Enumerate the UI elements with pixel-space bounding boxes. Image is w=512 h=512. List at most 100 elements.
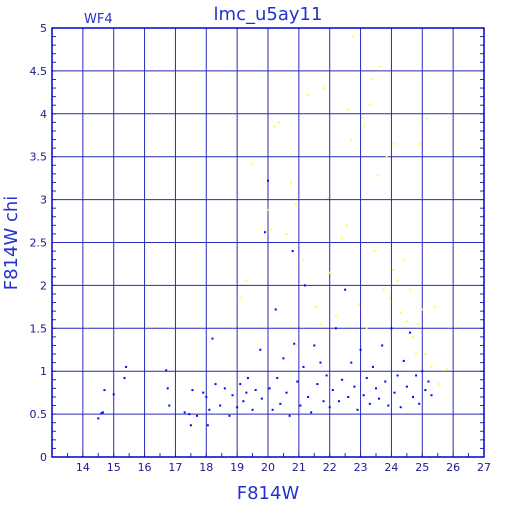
- blue-data-point: [341, 378, 344, 381]
- blue-data-point: [219, 404, 222, 407]
- yellow-data-point: [385, 155, 388, 158]
- blue-data-point: [399, 406, 402, 409]
- yellow-data-point: [361, 117, 364, 120]
- yellow-data-point: [376, 174, 379, 177]
- blue-data-point: [405, 385, 408, 388]
- yellow-data-point: [418, 142, 421, 145]
- blue-data-point: [408, 331, 411, 334]
- blue-data-point: [415, 374, 418, 377]
- blue-data-point: [378, 397, 381, 400]
- blue-data-point: [285, 391, 288, 394]
- yellow-data-point: [294, 202, 297, 205]
- blue-data-point: [384, 380, 387, 383]
- blue-data-point: [242, 400, 245, 403]
- blue-data-point: [427, 380, 430, 383]
- blue-data-point: [412, 395, 415, 398]
- blue-data-point: [196, 414, 199, 417]
- blue-data-point: [371, 365, 374, 368]
- blue-data-point: [100, 412, 103, 415]
- blue-data-point: [123, 377, 126, 380]
- yellow-data-point: [368, 104, 371, 107]
- yellow-data-point: [290, 181, 293, 184]
- blue-data-point: [259, 348, 262, 351]
- blue-data-point: [183, 411, 186, 414]
- blue-data-point: [245, 391, 248, 394]
- blue-data-point: [362, 394, 365, 397]
- x-tick-label: 24: [384, 461, 398, 474]
- blue-data-point: [331, 389, 334, 392]
- blue-data-point: [168, 404, 171, 407]
- x-tick-label: 23: [354, 461, 368, 474]
- y-axis-label: F814W chi: [1, 196, 22, 291]
- blue-data-point: [337, 400, 340, 403]
- blue-data-point: [307, 395, 310, 398]
- yellow-data-point: [445, 368, 448, 371]
- yellow-data-point: [433, 305, 436, 308]
- blue-data-point: [191, 389, 194, 392]
- blue-data-point: [375, 387, 377, 390]
- blue-data-point: [223, 387, 226, 390]
- x-tick-label: 18: [199, 461, 213, 474]
- yellow-data-point: [425, 117, 428, 120]
- blue-data-point: [279, 402, 282, 405]
- x-tick-label: 25: [415, 461, 429, 474]
- blue-data-point: [344, 288, 347, 291]
- blue-data-point: [260, 397, 263, 400]
- yellow-data-point: [399, 311, 402, 314]
- yellow-data-point: [251, 162, 254, 165]
- blue-data-point: [165, 369, 168, 372]
- yellow-data-point: [239, 297, 242, 300]
- yellow-data-point: [370, 78, 373, 81]
- yellow-data-point: [421, 308, 424, 311]
- x-tick-label: 16: [138, 461, 152, 474]
- blue-data-point: [296, 380, 299, 383]
- blue-data-point: [239, 383, 242, 386]
- yellow-data-point: [373, 250, 376, 253]
- yellow-data-point: [438, 383, 441, 386]
- blue-data-point: [299, 404, 302, 407]
- x-tick-label: 21: [292, 461, 306, 474]
- blue-data-point: [206, 424, 209, 427]
- yellow-data-point: [379, 65, 382, 68]
- blue-data-point: [319, 361, 322, 364]
- blue-data-point: [381, 344, 384, 347]
- blue-data-point: [418, 402, 421, 405]
- blue-data-point: [365, 377, 368, 380]
- blue-data-point: [356, 408, 359, 411]
- plot-frame: [51, 27, 485, 458]
- y-tick-label: 2: [40, 279, 47, 292]
- blue-data-point: [313, 344, 316, 347]
- y-tick-label: 0.5: [30, 408, 48, 421]
- yellow-data-point: [416, 323, 419, 326]
- blue-data-point: [304, 284, 307, 287]
- yellow-data-point: [334, 314, 337, 317]
- yellow-data-point: [362, 125, 365, 128]
- yellow-data-point: [245, 280, 248, 283]
- yellow-data-point: [328, 271, 331, 274]
- y-tick-label: 5: [40, 22, 47, 35]
- yellow-data-point: [351, 35, 354, 38]
- blue-data-point: [205, 395, 208, 398]
- blue-data-point: [202, 391, 205, 394]
- x-tick-label: 19: [230, 461, 244, 474]
- yellow-data-point: [277, 121, 280, 124]
- yellow-data-point: [382, 288, 385, 291]
- yellow-data-point: [412, 335, 415, 338]
- blue-data-point: [387, 404, 390, 407]
- panel-label: WF4: [84, 12, 113, 27]
- y-tick-label: 4: [40, 108, 47, 121]
- yellow-data-point: [270, 228, 273, 231]
- yellow-data-point: [393, 142, 396, 145]
- blue-data-point: [125, 365, 128, 368]
- yellow-data-point: [341, 237, 344, 240]
- blue-data-point: [246, 377, 249, 380]
- blue-data-point: [254, 389, 257, 392]
- yellow-data-point: [396, 280, 399, 283]
- blue-data-point: [112, 393, 115, 396]
- y-tick-label: 0: [40, 451, 47, 464]
- blue-data-point: [228, 414, 231, 417]
- blue-data-point: [316, 383, 319, 386]
- blue-data-point: [350, 361, 353, 364]
- blue-data-point: [288, 414, 291, 417]
- blue-data-point: [267, 179, 269, 182]
